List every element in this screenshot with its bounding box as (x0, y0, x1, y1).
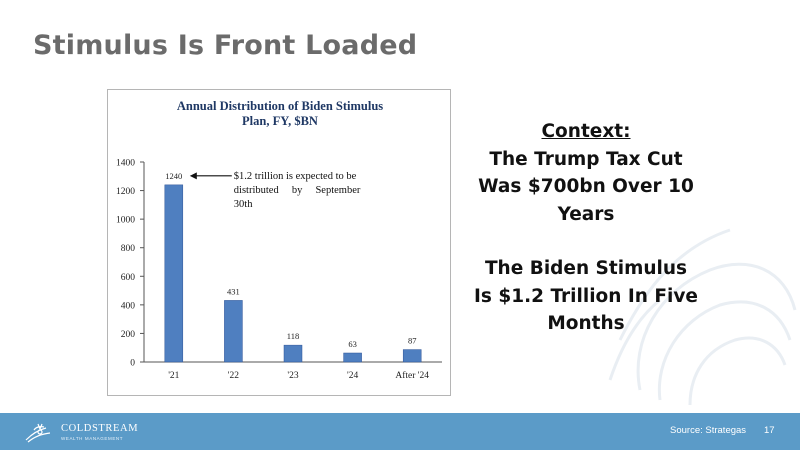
page-number: 17 (764, 425, 775, 436)
y-tick-label: 800 (121, 244, 136, 254)
context-box: Context: The Trump Tax Cut Was $700bn Ov… (466, 118, 706, 338)
coldstream-logo: COLDSTREAM WEALTH MANAGEMENT (24, 420, 144, 444)
context-line: Months (547, 313, 625, 334)
annotation-text-line: $1.2 trillion is expected to be (234, 171, 357, 182)
annotation-arrow-head (189, 172, 197, 180)
x-tick-label: '22 (228, 371, 239, 381)
bar-data-label: 1240 (165, 171, 182, 181)
brand-subtitle: WEALTH MANAGEMENT (61, 436, 124, 441)
y-tick-label: 400 (121, 301, 136, 311)
bar (224, 300, 243, 363)
x-tick-label: '23 (287, 371, 298, 381)
bar (343, 352, 362, 363)
context-line: Was $700bn Over 10 (478, 176, 694, 197)
y-tick-label: 1000 (116, 216, 135, 226)
x-tick-label: After '24 (395, 370, 429, 381)
context-line: The Biden Stimulus (484, 258, 688, 279)
y-tick-label: 200 (121, 330, 136, 340)
bar-data-label: 87 (408, 336, 417, 346)
context-line: The Trump Tax Cut (489, 148, 683, 170)
bar-data-label: 118 (287, 331, 299, 341)
annotation-text-line: 30th (234, 199, 253, 210)
bar (283, 344, 303, 363)
chart-frame: Annual Distribution of Biden Stimulus Pl… (107, 89, 451, 396)
annotation-text-line: distributed by September (234, 185, 361, 196)
y-tick-label: 600 (121, 273, 136, 283)
logo-watermark (608, 228, 797, 406)
slide-title: Stimulus Is Front Loaded (33, 30, 418, 61)
bar (402, 349, 422, 363)
y-tick-label: 0 (130, 359, 135, 369)
x-tick-label: '24 (347, 371, 358, 381)
source-note: Source: Strategas (670, 425, 747, 436)
bar-data-label: 63 (348, 339, 357, 349)
y-tick-label: 1400 (116, 159, 135, 169)
chart-title-line-2: Plan, FY, $BN (242, 114, 318, 128)
bar-chart: Annual Distribution of Biden Stimulus Pl… (116, 99, 442, 381)
brand-name: COLDSTREAM (61, 423, 139, 434)
chart-title-line-1: Annual Distribution of Biden Stimulus (177, 99, 383, 113)
context-spacer (466, 228, 706, 255)
x-tick-label: '21 (168, 371, 179, 381)
y-tick-label: 1200 (116, 187, 135, 197)
coldstream-logo-icon (25, 423, 51, 443)
context-heading: Context: (541, 121, 631, 142)
bar-data-label: 431 (227, 286, 240, 296)
context-line: Years (557, 203, 615, 225)
context-line: Is $1.2 Trillion In Five (474, 285, 698, 307)
bar (164, 184, 184, 363)
footer-bar: COLDSTREAM WEALTH MANAGEMENT Source: Str… (0, 413, 800, 450)
